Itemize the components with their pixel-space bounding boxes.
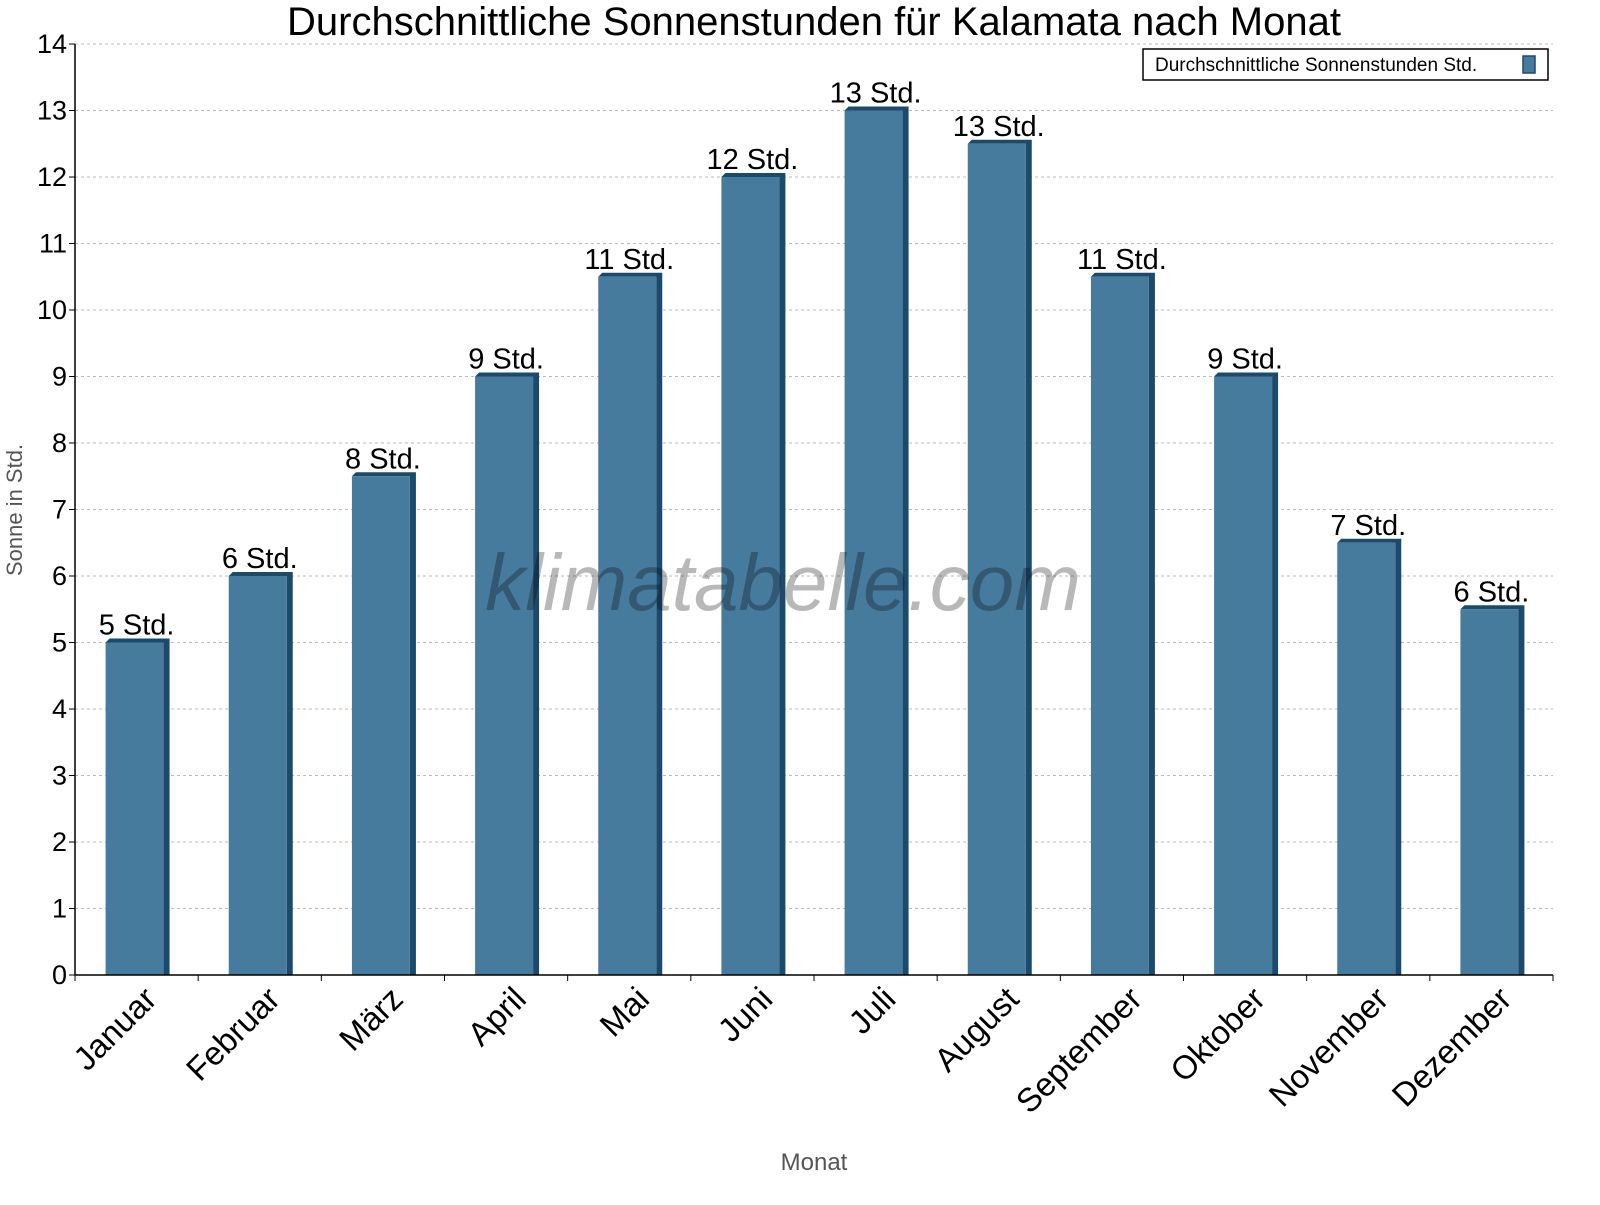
- y-tick-label: 6: [52, 561, 67, 591]
- data-label: 11 Std.: [584, 244, 674, 276]
- x-tick-label: März: [332, 980, 410, 1058]
- y-tick-label: 11: [39, 229, 67, 259]
- y-tick-label: 13: [37, 96, 67, 126]
- bar: [475, 376, 534, 975]
- data-label: 8 Std.: [345, 443, 421, 475]
- bar: [721, 177, 780, 975]
- bar: [1214, 376, 1273, 975]
- data-label: 5 Std.: [99, 610, 175, 642]
- legend-label: Durchschnittliche Sonnenstunden Std.: [1155, 55, 1477, 76]
- y-tick-label: 5: [52, 628, 67, 658]
- x-tick-label: April: [460, 980, 533, 1053]
- y-axis-label: Sonne in Std.: [2, 444, 27, 576]
- data-label: 6 Std.: [1454, 576, 1530, 608]
- y-tick-label: 10: [37, 295, 67, 325]
- bar: [598, 276, 657, 975]
- data-label: 11 Std.: [1077, 244, 1167, 276]
- x-tick-label: August: [927, 980, 1026, 1079]
- y-tick-label: 1: [52, 894, 67, 924]
- y-tick-label: 0: [52, 960, 67, 990]
- y-tick-label: 12: [37, 162, 67, 192]
- data-label: 13 Std.: [953, 111, 1045, 143]
- data-label: 9 Std.: [1207, 344, 1283, 376]
- y-tick-label: 9: [52, 362, 67, 392]
- x-axis-label: Monat: [781, 1149, 848, 1176]
- bar: [1460, 609, 1519, 975]
- y-tick-label: 4: [52, 694, 67, 724]
- x-tick-label: Februar: [179, 980, 287, 1088]
- bar: [844, 110, 903, 975]
- x-tick-label: Mai: [592, 980, 656, 1044]
- bar: [351, 476, 410, 975]
- chart-title: Durchschnittliche Sonnenstunden für Kala…: [287, 0, 1341, 44]
- y-tick-label: 7: [52, 495, 67, 525]
- x-tick-label: Dezember: [1385, 980, 1519, 1114]
- x-tick-label: November: [1261, 980, 1395, 1114]
- bar: [228, 576, 287, 975]
- y-tick-label: 8: [52, 428, 67, 458]
- data-label: 12 Std.: [706, 144, 798, 176]
- x-tick-label: September: [1009, 980, 1149, 1120]
- bar: [105, 642, 164, 975]
- legend-swatch: [1522, 55, 1536, 74]
- data-label: 7 Std.: [1330, 510, 1406, 542]
- bar: [1337, 542, 1396, 975]
- bar: [967, 143, 1026, 975]
- bar: [1090, 276, 1149, 975]
- x-tick-label: Oktober: [1163, 980, 1272, 1089]
- y-tick-label: 14: [37, 29, 67, 59]
- data-label: 9 Std.: [468, 344, 544, 376]
- legend: Durchschnittliche Sonnenstunden Std.: [1142, 48, 1549, 81]
- data-label: 13 Std.: [830, 78, 922, 110]
- x-tick-label: Juni: [710, 980, 779, 1049]
- data-label: 6 Std.: [222, 543, 298, 575]
- watermark: klimatabelle.com: [485, 538, 1081, 627]
- y-tick-label: 3: [52, 761, 67, 791]
- y-tick-label: 2: [52, 827, 67, 857]
- x-tick-label: Juli: [841, 980, 902, 1041]
- x-tick-label: Januar: [66, 980, 164, 1078]
